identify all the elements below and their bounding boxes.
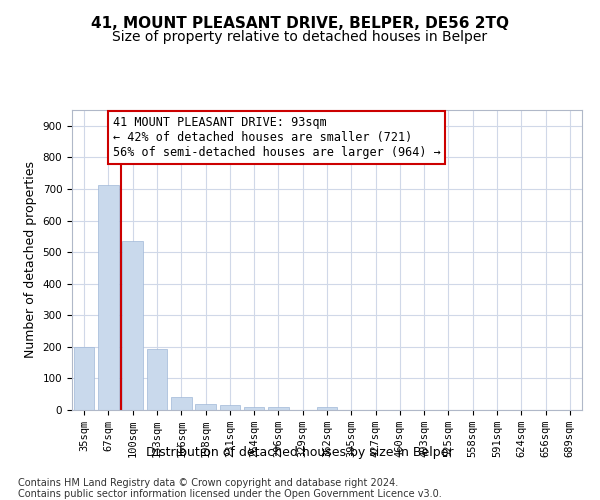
Text: Size of property relative to detached houses in Belper: Size of property relative to detached ho… [112, 30, 488, 44]
Text: 41, MOUNT PLEASANT DRIVE, BELPER, DE56 2TQ: 41, MOUNT PLEASANT DRIVE, BELPER, DE56 2… [91, 16, 509, 31]
Bar [195, 404, 216, 410]
Bar [98, 186, 119, 410]
Bar [146, 350, 167, 410]
Bar [268, 408, 289, 410]
Bar [171, 396, 191, 410]
Bar [244, 406, 265, 410]
Text: 41 MOUNT PLEASANT DRIVE: 93sqm
← 42% of detached houses are smaller (721)
56% of: 41 MOUNT PLEASANT DRIVE: 93sqm ← 42% of … [113, 116, 440, 159]
Y-axis label: Number of detached properties: Number of detached properties [24, 162, 37, 358]
Text: Contains HM Land Registry data © Crown copyright and database right 2024.
Contai: Contains HM Land Registry data © Crown c… [18, 478, 442, 499]
Text: Distribution of detached houses by size in Belper: Distribution of detached houses by size … [146, 446, 454, 459]
Bar [74, 347, 94, 410]
Bar [220, 406, 240, 410]
Bar [317, 407, 337, 410]
Bar [122, 241, 143, 410]
